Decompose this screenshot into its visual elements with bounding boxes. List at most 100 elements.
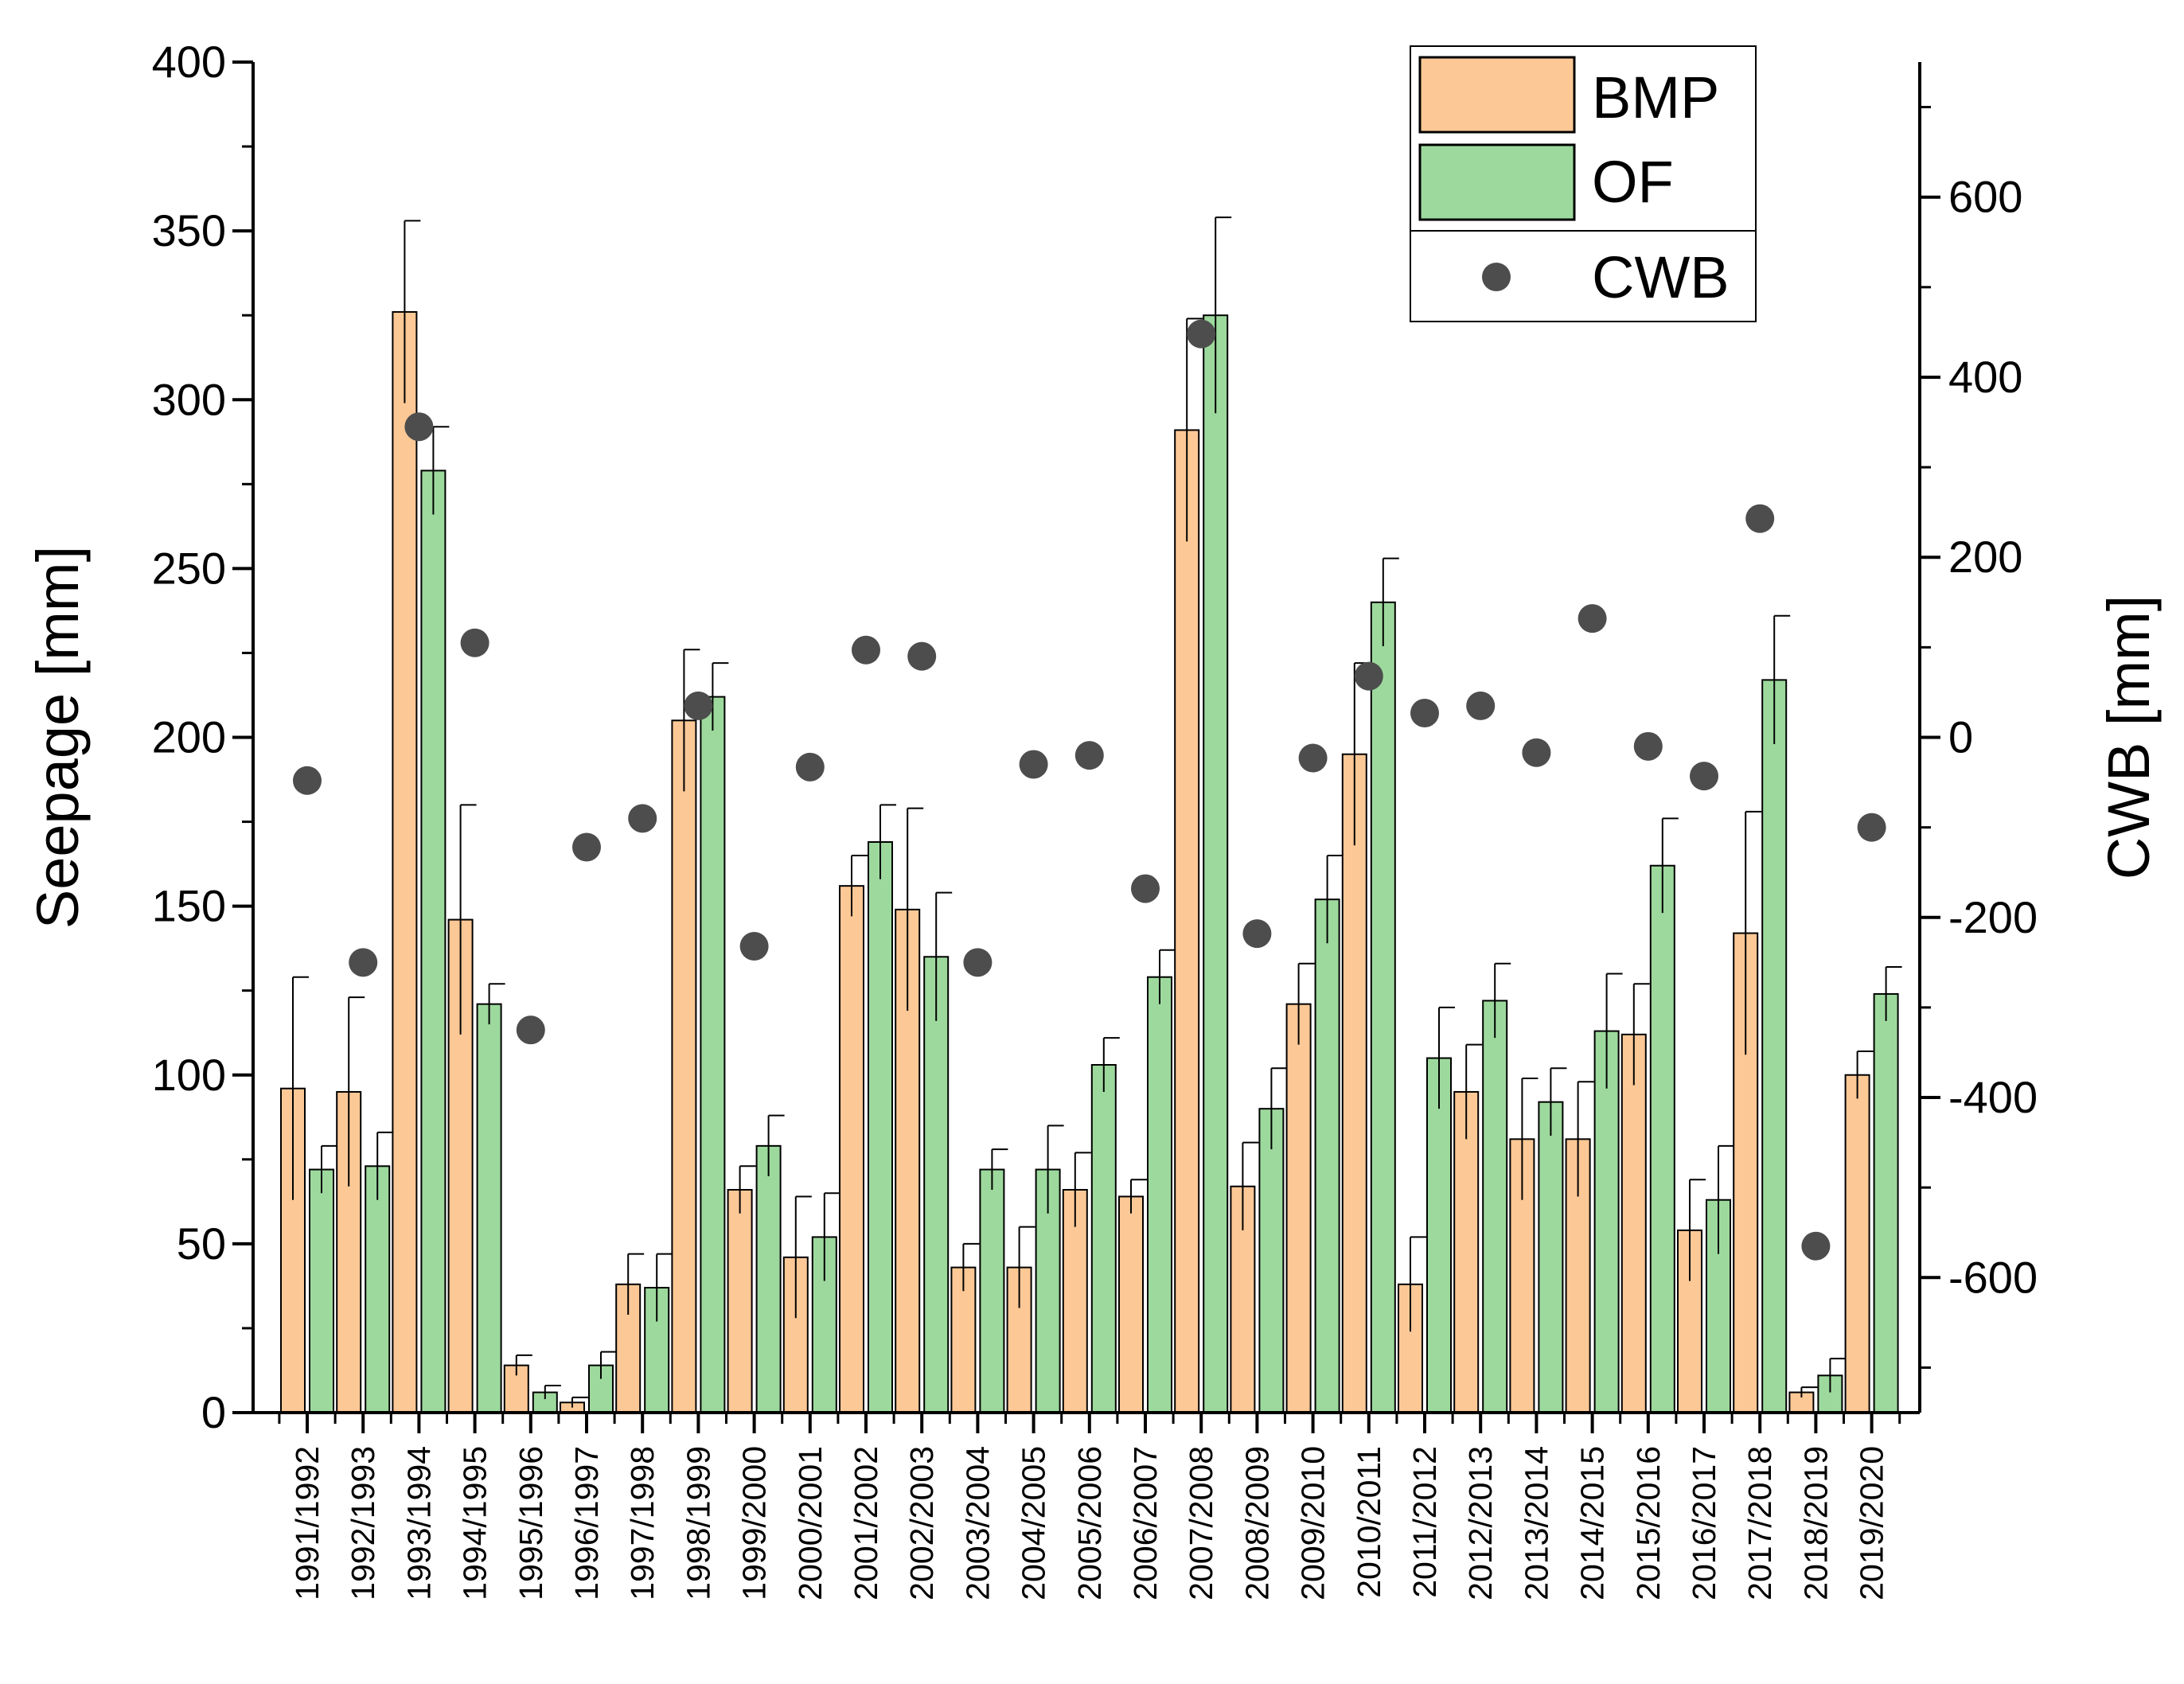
bmp-bar	[1174, 429, 1200, 1413]
x-tick-label: 1996/1997	[568, 1446, 605, 1600]
of-bar	[1203, 314, 1229, 1413]
bmp-bar	[1844, 1074, 1870, 1413]
cwb-point	[1857, 813, 1886, 842]
cwb-point	[963, 948, 993, 977]
x-tick-label: 2007/2008	[1183, 1446, 1219, 1600]
legend-points-box	[1410, 230, 1757, 322]
cwb-point	[1801, 1231, 1831, 1261]
legend-label-of: OF	[1592, 149, 1674, 215]
cwb-point	[1410, 698, 1439, 727]
cwb-point	[907, 641, 937, 671]
cwb-point	[1578, 604, 1607, 633]
x-tick-label: 2009/2010	[1295, 1446, 1332, 1600]
bmp-bar	[727, 1188, 753, 1413]
x-tick-label: 2010/2011	[1351, 1446, 1387, 1598]
cwb-point	[852, 635, 880, 665]
of-bar	[1090, 1064, 1117, 1413]
of-bar	[1482, 1000, 1508, 1414]
cwb-point	[1242, 919, 1272, 949]
y2-tick-label: -400	[1948, 1072, 2038, 1122]
of-bar	[309, 1168, 334, 1414]
plot-area	[280, 216, 1902, 1414]
x-tick-label: 2019/2020	[1854, 1446, 1890, 1600]
y-tick-label: 0	[201, 1387, 226, 1437]
y-tick-label: 400	[152, 37, 226, 87]
bmp-bar	[1453, 1090, 1480, 1414]
x-tick-label: 2012/2013	[1462, 1446, 1499, 1600]
y-tick-label: 50	[177, 1218, 226, 1269]
y2-tick-label: -200	[1948, 892, 2038, 942]
cwb-point	[684, 691, 713, 720]
y-tick-label: 200	[152, 712, 226, 762]
cwb-point	[1131, 874, 1160, 903]
cwb-point	[1466, 691, 1496, 720]
cwb-point	[739, 931, 769, 961]
of-bar	[1649, 864, 1675, 1413]
cwb-point	[460, 628, 489, 657]
bmp-bar	[1118, 1195, 1144, 1413]
of-bar	[1538, 1101, 1564, 1413]
of-bar	[365, 1165, 391, 1413]
y-tick-label: 300	[152, 374, 226, 424]
cwb-point	[1074, 741, 1104, 770]
x-tick-label: 2000/2001	[792, 1446, 829, 1600]
of-bar	[1761, 679, 1788, 1413]
cwb-point	[1522, 738, 1551, 767]
y-axis-title: Seepage [mm]	[25, 546, 91, 929]
of-bar	[420, 470, 447, 1413]
cwb-point	[1187, 319, 1216, 349]
x-tick-label: 1999/2000	[736, 1446, 773, 1600]
x-tick-label: 2005/2006	[1071, 1446, 1108, 1600]
y-tick-label: 150	[152, 881, 226, 931]
of-bar	[923, 956, 950, 1413]
x-tick-label: 2003/2004	[959, 1446, 996, 1600]
of-bar	[1314, 899, 1340, 1413]
y2-tick-label: 600	[1948, 172, 2022, 222]
bmp-bar	[839, 885, 864, 1414]
x-tick-label: 1994/1995	[457, 1446, 493, 1600]
of-bar	[1593, 1030, 1620, 1414]
x-tick-label: 2013/2014	[1518, 1446, 1554, 1600]
y2-tick-label: -600	[1948, 1252, 2038, 1302]
legend-swatch-bmp	[1418, 56, 1576, 134]
cwb-point	[572, 832, 601, 862]
cwb-point	[349, 948, 378, 977]
cwb-point	[628, 804, 657, 833]
bmp-bar	[392, 310, 418, 1414]
y-tick-label: 250	[152, 543, 226, 593]
legend: BMP OF CWB	[1410, 45, 1757, 322]
bmp-bar	[671, 719, 697, 1413]
of-bar	[1370, 601, 1396, 1413]
legend-label-cwb: CWB	[1592, 244, 1730, 310]
y-tick-label: 100	[152, 1050, 226, 1100]
axes: 0 50 100 150 200 250 300 350 400 -600 -400 -200 0 200…	[25, 37, 2162, 1600]
x-tick-label: 1993/1994	[400, 1446, 437, 1600]
of-bar	[1426, 1057, 1452, 1413]
cwb-point	[1745, 504, 1775, 533]
of-bar	[1147, 976, 1172, 1413]
x-tick-label: 2017/2018	[1741, 1446, 1778, 1600]
cwb-point	[795, 752, 825, 782]
cwb-point	[1633, 731, 1663, 761]
x-tick-label: 2002/2003	[903, 1446, 940, 1600]
x-tick-label: 2001/2002	[848, 1446, 884, 1600]
of-bar	[1873, 992, 1899, 1414]
cwb-point	[293, 766, 322, 795]
bmp-bar	[1620, 1033, 1647, 1413]
x-tick-label: 1991/1992	[289, 1446, 326, 1600]
x-tick-label: 2015/2016	[1630, 1446, 1667, 1600]
y2-tick-label: 0	[1948, 712, 1973, 762]
of-bar	[476, 1003, 502, 1413]
cwb-point	[516, 1015, 545, 1045]
legend-swatch-of	[1418, 143, 1576, 221]
x-tick-label: 2008/2009	[1238, 1446, 1275, 1600]
bmp-bar	[1341, 753, 1367, 1413]
x-tick-label: 2018/2019	[1797, 1446, 1834, 1600]
x-tick-label: 1995/1996	[513, 1446, 549, 1600]
x-tick-label: 2011/2012	[1406, 1446, 1443, 1598]
x-tick-label: 1997/1998	[624, 1446, 661, 1600]
legend-label-bmp: BMP	[1592, 64, 1719, 131]
of-bar	[755, 1144, 782, 1414]
y-tick-label: 350	[152, 205, 226, 255]
of-bar	[700, 696, 726, 1413]
